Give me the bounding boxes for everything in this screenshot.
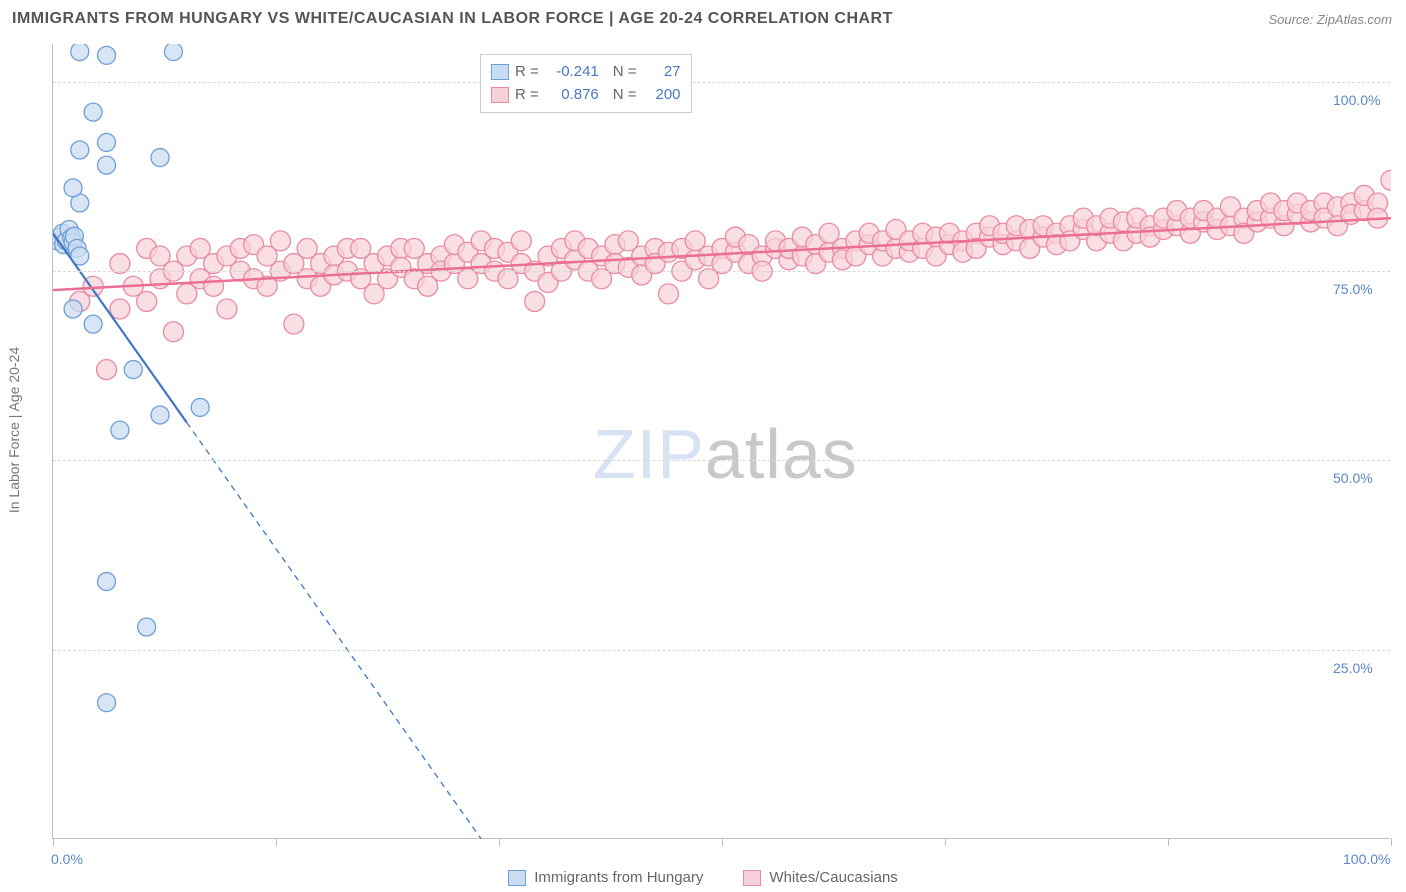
y-axis-title: In Labor Force | Age 20-24 bbox=[6, 347, 22, 513]
legend-r-label: R = bbox=[515, 84, 539, 107]
data-point bbox=[204, 276, 224, 296]
data-point bbox=[84, 315, 102, 333]
x-tick-label: 0.0% bbox=[51, 851, 83, 867]
gridline-h bbox=[53, 650, 1390, 651]
legend-top: R = -0.241 N = 27 R = 0.876 N = 200 bbox=[480, 54, 692, 113]
legend-swatch bbox=[491, 64, 509, 80]
x-tick bbox=[499, 838, 500, 846]
data-point bbox=[71, 44, 89, 61]
legend-r-value: -0.241 bbox=[545, 61, 599, 84]
gridline-h bbox=[53, 460, 1390, 461]
y-tick-label: 25.0% bbox=[1333, 660, 1406, 676]
data-point bbox=[284, 314, 304, 334]
source-value: ZipAtlas.com bbox=[1317, 12, 1392, 27]
legend-swatch bbox=[508, 870, 526, 886]
legend-n-value: 27 bbox=[643, 61, 681, 84]
legend-bottom: Immigrants from Hungary Whites/Caucasians bbox=[0, 869, 1406, 886]
legend-swatch bbox=[491, 87, 509, 103]
data-point bbox=[98, 46, 116, 64]
legend-n-label: N = bbox=[613, 61, 637, 84]
data-point bbox=[164, 44, 182, 61]
legend-label: Immigrants from Hungary bbox=[534, 869, 703, 886]
data-point bbox=[98, 133, 116, 151]
y-tick-label: 100.0% bbox=[1333, 92, 1406, 108]
data-point bbox=[217, 299, 237, 319]
gridline-h bbox=[53, 271, 1390, 272]
x-tick-label: 100.0% bbox=[1343, 851, 1390, 867]
fit-line-dashed bbox=[187, 423, 481, 839]
data-point bbox=[97, 360, 117, 380]
data-point bbox=[511, 231, 531, 251]
legend-r-value: 0.876 bbox=[545, 84, 599, 107]
data-point bbox=[64, 300, 82, 318]
data-point bbox=[138, 618, 156, 636]
source-attribution: Source: ZipAtlas.com bbox=[1268, 12, 1392, 27]
data-point bbox=[124, 361, 142, 379]
x-tick bbox=[722, 838, 723, 846]
legend-swatch bbox=[743, 870, 761, 886]
data-point bbox=[98, 156, 116, 174]
y-tick-label: 50.0% bbox=[1333, 470, 1406, 486]
data-point bbox=[64, 179, 82, 197]
legend-row: R = -0.241 N = 27 bbox=[491, 61, 681, 84]
data-point bbox=[151, 406, 169, 424]
data-point bbox=[71, 141, 89, 159]
x-tick bbox=[53, 838, 54, 846]
legend-n-label: N = bbox=[613, 84, 637, 107]
data-point bbox=[1381, 170, 1391, 190]
data-point bbox=[110, 299, 130, 319]
legend-item: Whites/Caucasians bbox=[743, 869, 897, 886]
data-point bbox=[84, 103, 102, 121]
data-point bbox=[525, 291, 545, 311]
scatter-svg bbox=[53, 44, 1391, 839]
plot-area: ZIPatlas 25.0%50.0%75.0%100.0%0.0%100.0% bbox=[52, 44, 1390, 839]
legend-row: R = 0.876 N = 200 bbox=[491, 84, 681, 107]
data-point bbox=[137, 291, 157, 311]
legend-item: Immigrants from Hungary bbox=[508, 869, 703, 886]
x-tick bbox=[1391, 838, 1392, 846]
source-label: Source: bbox=[1268, 12, 1316, 27]
x-tick bbox=[945, 838, 946, 846]
y-tick-label: 75.0% bbox=[1333, 281, 1406, 297]
data-point bbox=[111, 421, 129, 439]
legend-n-value: 200 bbox=[643, 84, 681, 107]
gridline-h bbox=[53, 82, 1390, 83]
data-point bbox=[151, 149, 169, 167]
data-point bbox=[98, 573, 116, 591]
data-point bbox=[658, 284, 678, 304]
chart-title: IMMIGRANTS FROM HUNGARY VS WHITE/CAUCASI… bbox=[12, 10, 893, 28]
data-point bbox=[270, 231, 290, 251]
data-point bbox=[98, 694, 116, 712]
legend-r-label: R = bbox=[515, 61, 539, 84]
data-point bbox=[163, 322, 183, 342]
x-tick bbox=[1168, 838, 1169, 846]
legend-label: Whites/Caucasians bbox=[769, 869, 897, 886]
x-tick bbox=[276, 838, 277, 846]
data-point bbox=[191, 398, 209, 416]
